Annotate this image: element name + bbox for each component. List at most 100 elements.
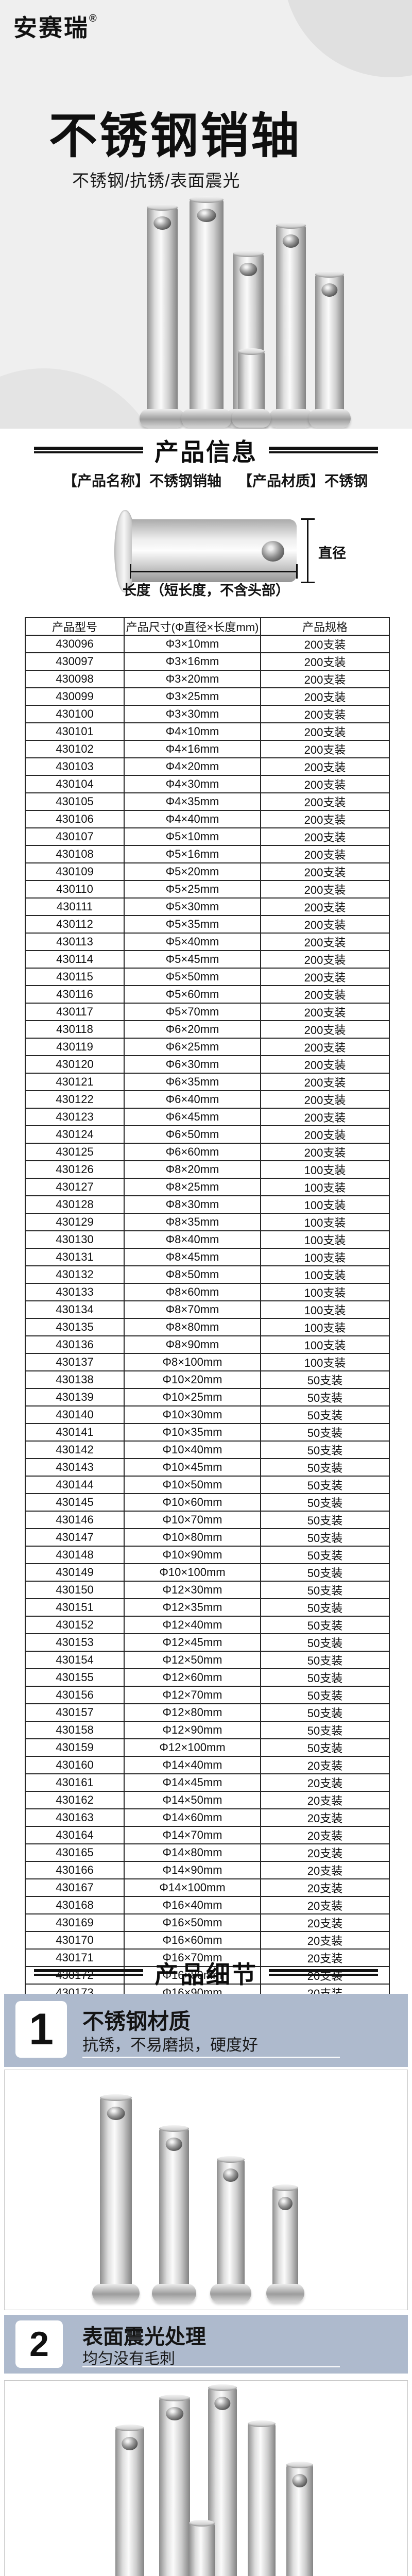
table-cell: 50支装: [260, 1686, 390, 1704]
table-cell: Φ8×35mm: [124, 1213, 261, 1231]
table-cell: Φ6×35mm: [124, 1073, 261, 1091]
table-cell: 50支装: [260, 1546, 390, 1564]
table-cell: 430164: [25, 1826, 125, 1844]
pin-cap: [217, 2156, 245, 2163]
table-cell: 200支装: [260, 810, 390, 828]
table-cell: 430148: [25, 1546, 125, 1564]
table-row: 430151 Φ12×35mm 50支装: [25, 1598, 390, 1617]
table-cell: 200支装: [260, 722, 390, 741]
table-row: 430161 Φ14×45mm 20支装: [25, 1773, 390, 1792]
table-cell: 50支装: [260, 1616, 390, 1634]
table-cell: 430099: [25, 687, 125, 706]
table-row: 430106 Φ4×40mm 200支装: [25, 810, 390, 828]
table-cell: 430135: [25, 1318, 125, 1336]
table-cell: Φ10×90mm: [124, 1546, 261, 1564]
table-cell: 50支装: [260, 1476, 390, 1494]
table-row: 430100 Φ3×30mm 200支装: [25, 705, 390, 723]
table-row: 430167 Φ14×100mm 20支装: [25, 1878, 390, 1897]
table-cell: Φ10×20mm: [124, 1370, 261, 1389]
table-row: 430107 Φ5×10mm 200支装: [25, 827, 390, 846]
table-cell: 430145: [25, 1493, 125, 1512]
table-cell: Φ16×70mm: [124, 1948, 261, 1967]
table-row: 430123 Φ6×45mm 200支装: [25, 1108, 390, 1126]
pin-illustration: [248, 2420, 276, 2576]
table-cell: 200支装: [260, 968, 390, 986]
table-cell: Φ12×30mm: [124, 1581, 261, 1599]
table-row: 430129 Φ8×35mm 100支装: [25, 1213, 390, 1231]
table-cell: 430134: [25, 1300, 125, 1319]
pin-hole: [292, 2474, 307, 2487]
table-cell: 430157: [25, 1703, 125, 1722]
pin-cap: [159, 2125, 189, 2132]
table-cell: Φ4×10mm: [124, 722, 261, 741]
table-cell: 20支装: [260, 1756, 390, 1774]
table-row: 430140 Φ10×30mm 50支装: [25, 1405, 390, 1424]
detail-number-1: 1: [15, 2001, 67, 2058]
table-cell: Φ8×60mm: [124, 1283, 261, 1301]
table-cell: 20支装: [260, 1913, 390, 1932]
table-cell: 430122: [25, 1090, 125, 1109]
table-row: 430104 Φ4×30mm 200支装: [25, 775, 390, 793]
table-cell: Φ12×40mm: [124, 1616, 261, 1634]
page-subtitle: 不锈钢/抗锈/表面震光: [72, 171, 241, 190]
table-cell: Φ14×45mm: [124, 1773, 261, 1792]
section-heading-product-info: 产品信息: [0, 434, 412, 466]
table-row: 430105 Φ4×35mm 200支装: [25, 792, 390, 811]
table-cell: Φ10×40mm: [124, 1440, 261, 1459]
col-header-pack: 产品规格: [260, 617, 390, 636]
table-cell: 430115: [25, 968, 125, 986]
table-row: 430144 Φ10×50mm 50支装: [25, 1476, 390, 1494]
table-cell: Φ3×20mm: [124, 670, 261, 688]
table-cell: 50支装: [260, 1651, 390, 1669]
pin-cap: [115, 2425, 144, 2431]
table-row: 430136 Φ8×90mm 100支装: [25, 1335, 390, 1354]
table-cell: Φ12×80mm: [124, 1703, 261, 1722]
pin-hole: [122, 2437, 138, 2450]
table-cell: 430121: [25, 1073, 125, 1091]
table-row: 430127 Φ8×25mm 100支装: [25, 1178, 390, 1196]
detail-title-2: 表面震光处理: [82, 2326, 206, 2348]
table-cell: 200支装: [260, 880, 390, 899]
table-cell: Φ14×100mm: [124, 1878, 261, 1897]
table-row: 430117 Φ5×70mm 200支装: [25, 1003, 390, 1021]
table-cell: Φ5×45mm: [124, 950, 261, 969]
table-cell: 430123: [25, 1108, 125, 1126]
table-cell: 430101: [25, 722, 125, 741]
pin-shaft: [189, 2523, 215, 2576]
table-row: 430126 Φ8×20mm 100支装: [25, 1160, 390, 1179]
table-row: 430119 Φ6×25mm 200支装: [25, 1038, 390, 1056]
table-row: 430118 Φ6×20mm 200支装: [25, 1020, 390, 1039]
table-row: 430155 Φ12×60mm 50支装: [25, 1668, 390, 1687]
heading-line-right: [269, 446, 378, 453]
pin-shaft: [315, 274, 344, 426]
pin-cap: [100, 2094, 132, 2101]
table-row: 430131 Φ8×45mm 100支装: [25, 1248, 390, 1266]
pin-flange: [231, 409, 271, 428]
table-cell: 50支装: [260, 1388, 390, 1406]
detail-banner-1: 1 不锈钢材质 抗锈，不易磨损，硬度好: [4, 1994, 408, 2067]
table-cell: 200支装: [260, 792, 390, 811]
product-material-value: 不锈钢: [324, 473, 368, 489]
table-cell: 430153: [25, 1633, 125, 1652]
diameter-tick-top: [301, 518, 315, 520]
table-header-row: 产品型号 产品尺寸(Φ直径×长度mm) 产品规格: [25, 617, 390, 636]
table-cell: Φ10×80mm: [124, 1528, 261, 1547]
diameter-dimension-line: [307, 519, 308, 582]
pin-flange: [308, 409, 351, 428]
table-cell: 200支装: [260, 862, 390, 881]
table-cell: Φ12×60mm: [124, 1668, 261, 1687]
table-row: 430132 Φ8×50mm 100支装: [25, 1265, 390, 1284]
table-cell: 430137: [25, 1353, 125, 1371]
table-cell: Φ12×35mm: [124, 1598, 261, 1617]
pin-illustration: [308, 271, 351, 428]
pin-flange: [92, 2284, 140, 2302]
table-cell: 430128: [25, 1195, 125, 1214]
pin-cap: [159, 2395, 190, 2401]
table-row: 430115 Φ5×50mm 200支装: [25, 968, 390, 986]
pin-shaft: [159, 2128, 189, 2300]
table-cell: 430131: [25, 1248, 125, 1266]
table-cell: Φ3×30mm: [124, 705, 261, 723]
table-cell: 430170: [25, 1931, 125, 1950]
table-row: 430128 Φ8×30mm 100支装: [25, 1195, 390, 1214]
pin-shaft: [276, 225, 306, 426]
